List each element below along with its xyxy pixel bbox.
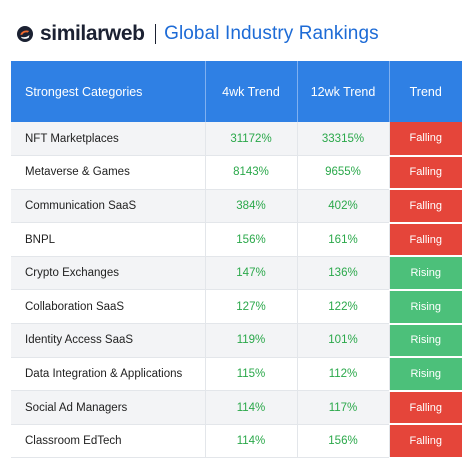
rankings-table: Strongest Categories 4wk Trend 12wk Tren…	[11, 61, 462, 459]
table-row: Collaboration SaaS 127% 122% Rising	[11, 289, 462, 325]
trend-status-badge: Rising	[389, 357, 462, 392]
12wk-trend-cell: 33315%	[297, 122, 390, 157]
category-cell: NFT Marketplaces	[11, 122, 206, 157]
table-row: Metaverse & Games 8143% 9655% Falling	[11, 155, 462, 191]
12wk-trend-cell: 101%	[297, 323, 390, 358]
12wk-trend-cell: 117%	[297, 390, 390, 425]
12wk-trend-cell: 112%	[297, 357, 390, 392]
table-row: Identity Access SaaS 119% 101% Rising	[11, 323, 462, 359]
4wk-trend-cell: 114%	[205, 390, 298, 425]
12wk-trend-cell: 9655%	[297, 155, 390, 190]
category-cell: Metaverse & Games	[11, 155, 206, 190]
page-title: Global Industry Rankings	[164, 23, 379, 44]
column-header-12wk-trend: 12wk Trend	[297, 61, 390, 122]
table-row: Data Integration & Applications 115% 112% R…	[11, 357, 462, 392]
trend-status-badge: Falling	[389, 189, 462, 224]
12wk-trend-cell: 122%	[297, 289, 390, 325]
12wk-trend-cell: 402%	[297, 189, 390, 224]
brand-name: similarweb	[40, 22, 145, 45]
category-cell: Identity Access SaaS	[11, 323, 206, 358]
category-cell: Classroom EdTech	[11, 424, 206, 459]
table-row: Crypto Exchanges 147% 136% Rising	[11, 256, 462, 291]
page-header: similarweb Global Industry Rankings	[16, 20, 379, 48]
table-row: Communication SaaS 384% 402% Falling	[11, 189, 462, 224]
trend-status-badge: Falling	[389, 122, 462, 157]
trend-status-badge: Rising	[389, 289, 462, 325]
4wk-trend-cell: 156%	[205, 222, 298, 257]
4wk-trend-cell: 384%	[205, 189, 298, 224]
table-row: Classroom EdTech 114% 156% Falling	[11, 424, 462, 459]
12wk-trend-cell: 156%	[297, 424, 390, 459]
4wk-trend-cell: 8143%	[205, 155, 298, 190]
12wk-trend-cell: 136%	[297, 256, 390, 291]
similarweb-logo-icon	[16, 25, 34, 43]
trend-status-badge: Falling	[389, 390, 462, 426]
12wk-trend-cell: 161%	[297, 222, 390, 257]
4wk-trend-cell: 119%	[205, 323, 298, 358]
category-cell: Data Integration & Applications	[11, 357, 206, 392]
column-header-trend: Trend	[389, 61, 462, 122]
table-row: Social Ad Managers 114% 117% Falling	[11, 390, 462, 426]
table-row: NFT Marketplaces 31172% 33315% Falling	[11, 122, 462, 157]
table-header-row: Strongest Categories 4wk Trend 12wk Tren…	[11, 61, 462, 122]
4wk-trend-cell: 147%	[205, 256, 298, 291]
trend-status-badge: Rising	[389, 323, 462, 359]
header-divider	[154, 24, 157, 44]
trend-status-badge: Falling	[389, 155, 462, 191]
category-cell: Communication SaaS	[11, 189, 206, 224]
trend-status-badge: Falling	[389, 222, 462, 258]
trend-status-badge: Falling	[389, 424, 462, 459]
4wk-trend-cell: 127%	[205, 289, 298, 325]
category-cell: Crypto Exchanges	[11, 256, 206, 291]
4wk-trend-cell: 115%	[205, 357, 298, 392]
category-cell: Collaboration SaaS	[11, 289, 206, 325]
trend-status-badge: Rising	[389, 256, 462, 291]
category-cell: BNPL	[11, 222, 206, 257]
table-row: BNPL 156% 161% Falling	[11, 222, 462, 258]
4wk-trend-cell: 114%	[205, 424, 298, 459]
column-header-4wk-trend: 4wk Trend	[205, 61, 298, 122]
4wk-trend-cell: 31172%	[205, 122, 298, 157]
column-header-category: Strongest Categories	[11, 61, 206, 122]
category-cell: Social Ad Managers	[11, 390, 206, 425]
